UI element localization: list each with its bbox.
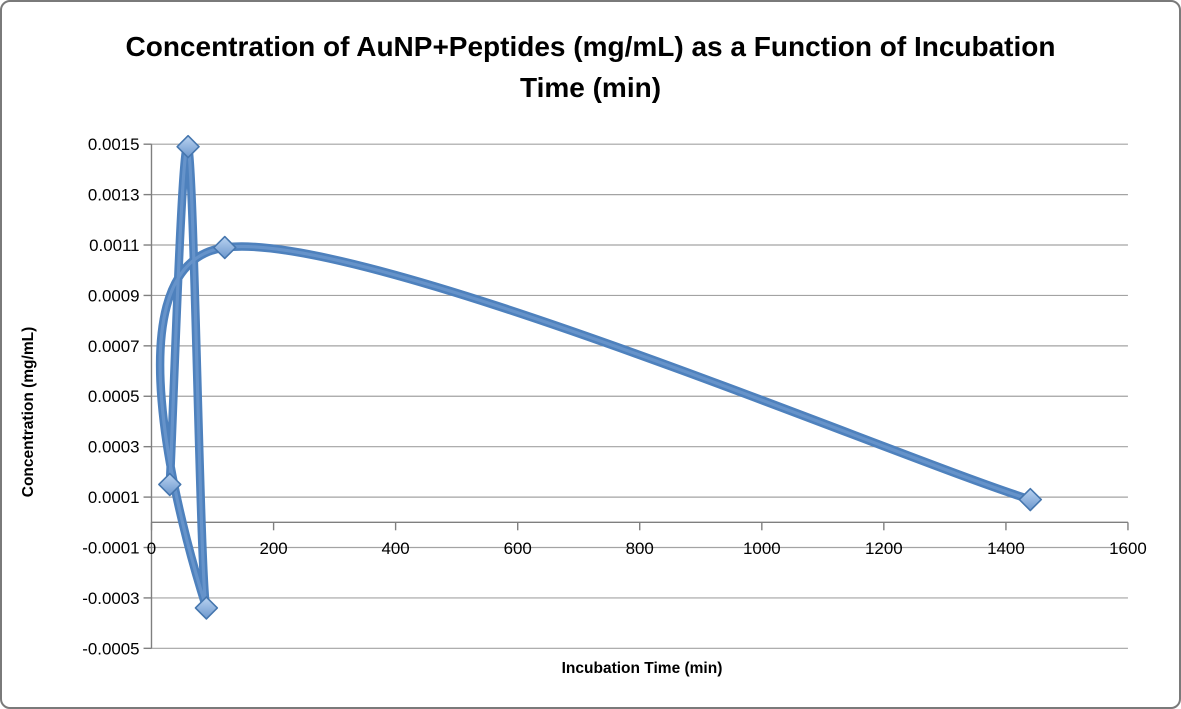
- y-tick-label: 0.0007: [88, 337, 140, 356]
- y-tick-label: -0.0003: [82, 589, 139, 608]
- y-tick-label: 0.0005: [88, 387, 140, 406]
- y-tick-label: 0.0003: [88, 438, 140, 457]
- data-point-marker: [194, 596, 219, 620]
- x-axis-title: Incubation Time (min): [561, 660, 723, 677]
- y-tick-label: 0.0015: [88, 135, 140, 154]
- y-tick-label: 0.0013: [88, 186, 140, 205]
- x-tick-label: 1600: [1109, 539, 1147, 558]
- data-point-marker: [176, 134, 200, 159]
- data-point-marker: [1018, 487, 1043, 512]
- x-tick-label: 200: [260, 539, 288, 558]
- x-tick-label: 1000: [743, 539, 781, 558]
- data-point-marker: [158, 472, 182, 497]
- y-tick-label: -0.0001: [82, 538, 139, 557]
- series-line-sheen: [158, 144, 1032, 610]
- y-tick-label: 0.0001: [88, 488, 140, 507]
- x-tick-label: 600: [504, 539, 532, 558]
- x-tick-label: 1400: [987, 539, 1025, 558]
- x-tick-label: 1200: [865, 539, 903, 558]
- x-tick-label: 0: [147, 539, 156, 558]
- chart-title: Concentration of AuNP+Peptides (mg/mL) a…: [125, 31, 1056, 103]
- y-tick-label: -0.0005: [82, 639, 139, 658]
- y-tick-label: 0.0011: [89, 236, 139, 255]
- y-tick-label: 0.0009: [88, 286, 140, 305]
- x-tick-label: 800: [626, 539, 654, 558]
- x-tick-label: 400: [382, 539, 410, 558]
- data-point-marker: [213, 235, 237, 260]
